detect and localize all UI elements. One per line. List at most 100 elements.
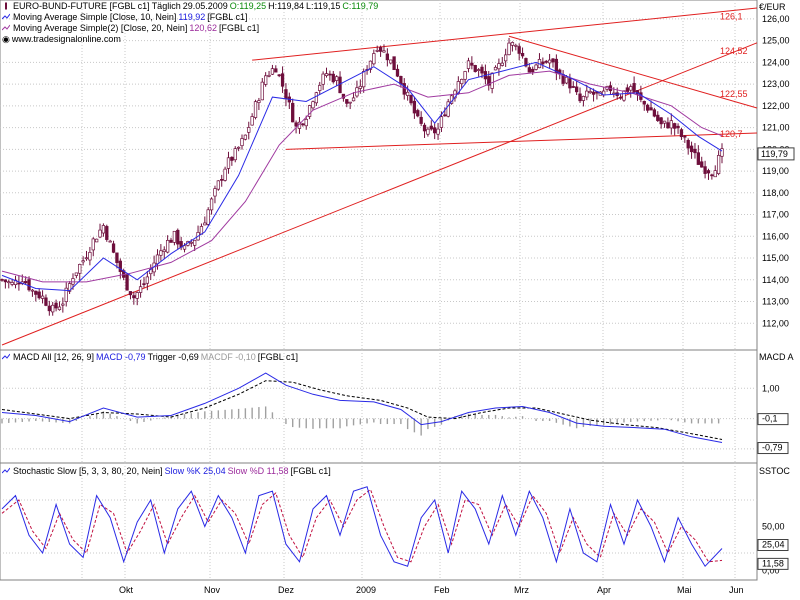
ma10-header: Moving Average Simple [Close, 10, Nein] 1… <box>2 12 249 23</box>
trendline <box>1 42 758 346</box>
symbol: EURO-BUND-FUTURE [FGBL c1] <box>13 1 150 11</box>
axes: 112,00 113,00 114,00 115,00 116,00 117,00 118,… <box>119 14 795 595</box>
ma20-line <box>1 70 723 283</box>
candle-body <box>348 101 352 104</box>
macd-line <box>1 372 723 443</box>
ma10-value: 119,92 <box>178 12 206 22</box>
candle-body <box>57 306 62 311</box>
candle-body <box>507 42 511 56</box>
candle-body <box>253 101 258 118</box>
candle-body <box>436 128 440 135</box>
candle-body <box>105 226 109 240</box>
candle-body <box>713 170 717 178</box>
ma20-value: 120,62 <box>189 23 217 33</box>
candle-body <box>524 58 528 67</box>
candle-body <box>426 128 430 135</box>
candle-body <box>358 85 362 89</box>
candle-body <box>642 100 646 105</box>
candle-body <box>534 64 538 70</box>
candle-body <box>13 279 18 285</box>
x-tick-label: Apr <box>597 585 611 595</box>
candle-body <box>318 85 322 91</box>
candle-body <box>429 125 433 130</box>
candlestick-icon <box>5 2 7 10</box>
slowd-line <box>1 488 723 563</box>
candle-body <box>94 238 99 243</box>
ma10-label: Moving Average Simple [Close, 10, Nein] <box>13 12 177 22</box>
candle-body <box>115 252 119 263</box>
candle-body <box>78 263 82 274</box>
candle-body <box>24 281 28 284</box>
line-icon <box>2 353 10 360</box>
candle-body <box>703 166 707 174</box>
candle-body <box>71 278 75 285</box>
candle-body <box>487 76 491 86</box>
candle-body <box>247 127 251 133</box>
slowk-value: Slow %K 25,04 <box>164 466 226 476</box>
candle-body <box>17 282 21 285</box>
trendline <box>252 7 758 61</box>
candle-body <box>88 251 92 261</box>
candle-body <box>588 91 592 94</box>
stoch-header: Stochastic Slow [5, 3, 3, 80, 20, Nein] S… <box>2 466 333 477</box>
x-tick-label: Feb <box>434 585 450 595</box>
candle-body <box>392 56 396 71</box>
candle-body <box>470 62 474 66</box>
candle-body <box>520 52 525 57</box>
candle-body <box>203 222 207 226</box>
candle-body <box>568 78 572 89</box>
candle-body <box>230 156 234 161</box>
open-value: O:119,25 <box>229 1 267 11</box>
candle-body <box>226 157 231 169</box>
candle-body <box>412 100 417 114</box>
macd-badge-box <box>757 442 789 455</box>
candle-body <box>132 295 136 299</box>
macdf-value: MACDF -0,10 <box>200 352 256 362</box>
stoch-panel <box>1 486 723 568</box>
low-value: L:119,15 <box>305 1 341 11</box>
candle-body <box>334 76 339 81</box>
candle-body <box>37 291 41 299</box>
candle-body <box>267 74 271 77</box>
candle-body <box>233 148 237 161</box>
candle-body <box>311 101 315 109</box>
candle-body <box>544 60 548 63</box>
x-tick-label: Dez <box>278 585 295 595</box>
macd-panel <box>1 372 723 443</box>
price-tick-label: 112,00 <box>762 318 789 328</box>
candle-body <box>720 148 724 157</box>
price-tick-label: 115,00 <box>762 253 789 263</box>
line-icon <box>2 467 10 474</box>
candle-body <box>591 91 596 95</box>
price-tick-label: 123,00 <box>762 79 790 89</box>
candle-body <box>673 123 677 129</box>
x-tick-label: 2009 <box>356 585 376 595</box>
candle-body <box>189 241 193 244</box>
price-tick-label: 118,00 <box>762 188 789 198</box>
candle-body <box>632 83 636 92</box>
candle-body <box>716 155 721 174</box>
candle-body <box>652 109 657 117</box>
x-tick-label: Mrz <box>514 585 529 595</box>
candle-body <box>645 104 650 111</box>
candle-body <box>564 76 569 84</box>
trendline <box>508 35 758 109</box>
candle-body <box>280 73 285 87</box>
candle-body <box>693 148 697 154</box>
candle-body <box>30 289 35 292</box>
candle-body <box>433 127 437 134</box>
candle-body <box>54 302 58 309</box>
candle-body <box>585 90 589 98</box>
macd-trigger-line <box>1 380 723 440</box>
candle-body <box>378 47 383 52</box>
candle-body <box>40 295 45 299</box>
candle-body <box>696 152 700 165</box>
candle-body <box>159 250 163 256</box>
price-tick-label: 116,00 <box>762 231 789 241</box>
candle-body <box>118 260 122 272</box>
ma20-label: Moving Average Simple(2) [Close, 20, Nei… <box>13 23 188 33</box>
candle-body <box>101 225 106 234</box>
candle-body <box>47 305 51 312</box>
candle-body <box>172 230 177 243</box>
